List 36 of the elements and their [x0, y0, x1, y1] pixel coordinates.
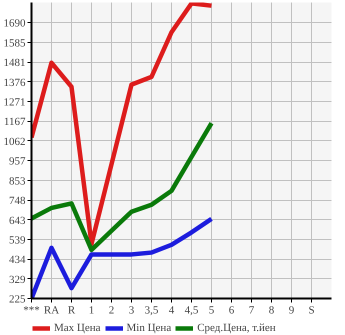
x-tick-label: 4	[168, 304, 175, 316]
x-tick-label: 3	[128, 304, 135, 316]
y-tick-label: 1062	[4, 136, 26, 148]
y-tick-label: 853	[9, 175, 26, 188]
y-tick-label: 1690	[4, 18, 26, 30]
x-tick-label: 7	[248, 304, 255, 316]
x-tick-label: R	[68, 304, 76, 316]
x-tick-label: 8	[268, 304, 275, 316]
y-tick-label: 539	[9, 234, 26, 246]
x-tick-label: RA	[44, 304, 60, 316]
y-tick-label: 748	[9, 195, 26, 208]
y-tick-label: 1585	[4, 37, 26, 50]
x-tick-label: 5	[208, 304, 215, 316]
line-series	[32, 120, 214, 252]
x-tick-label: 9	[288, 304, 295, 316]
legend-label: Сред.Цена, т.йен	[197, 322, 276, 334]
y-tick-label: 329	[9, 274, 26, 286]
x-tick-label: 3,5	[144, 304, 159, 316]
line-series	[32, 216, 214, 298]
y-tick-label: 1271	[4, 96, 26, 109]
y-tick-label: 225	[9, 294, 26, 306]
x-tick-label: 4,5	[184, 304, 199, 316]
line-series	[32, 2, 214, 246]
x-tick-label: S	[308, 304, 315, 316]
y-tick-label: 1376	[4, 76, 26, 89]
x-tick-label: 1	[88, 304, 94, 316]
y-tick-label: 1481	[4, 57, 26, 69]
y-tick-label: 1167	[4, 116, 26, 128]
y-tick-label: 643	[9, 214, 26, 227]
x-tick-label: 2	[108, 304, 114, 316]
legend-label: Min Цена	[126, 322, 172, 334]
y-tick-label: 957	[9, 156, 26, 168]
legend-label: Max Цена	[54, 322, 101, 334]
y-tick-label: 434	[9, 254, 26, 266]
x-tick-label: ***	[23, 304, 40, 316]
x-tick-label: 6	[228, 304, 235, 316]
